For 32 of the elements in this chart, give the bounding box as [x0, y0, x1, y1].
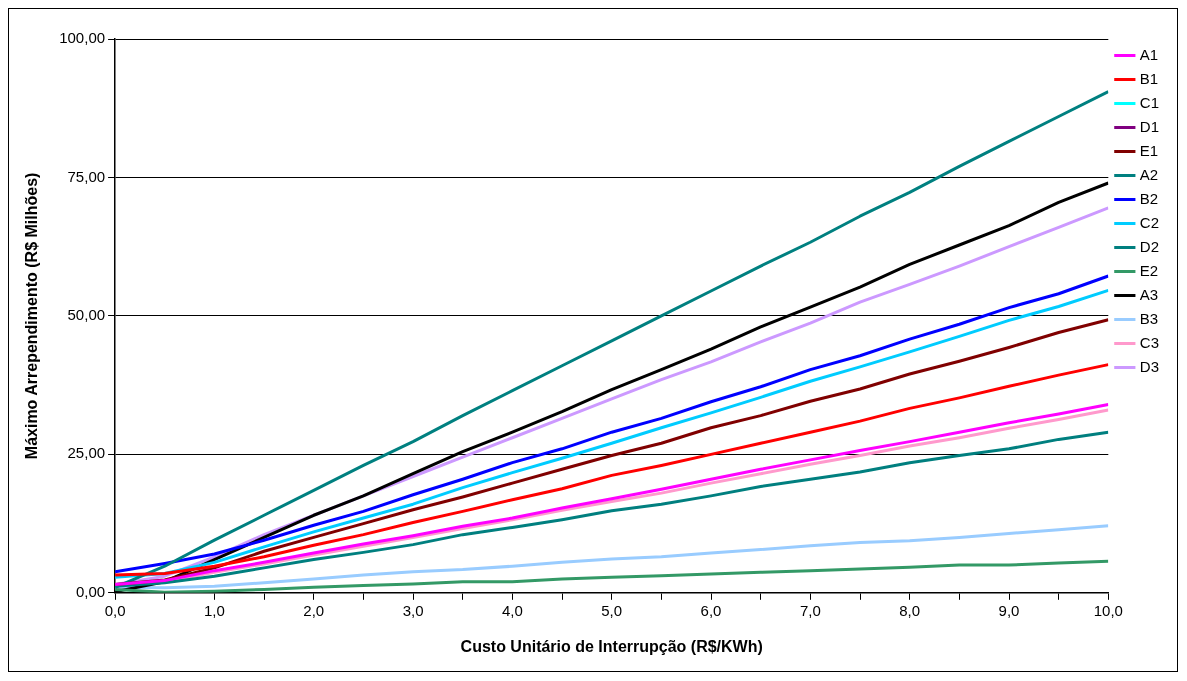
y-tick-label: 25,00 — [67, 444, 106, 462]
legend-label: A2 — [1139, 165, 1159, 183]
x-tick-label: 5,0 — [601, 601, 623, 619]
legend-label: D1 — [1139, 117, 1160, 135]
legend-label: E2 — [1139, 261, 1159, 279]
legend-label: D3 — [1139, 357, 1160, 375]
x-tick-label: 0,0 — [104, 601, 126, 619]
x-tick-label: 9,0 — [998, 601, 1020, 619]
legend-label: C3 — [1139, 333, 1160, 351]
x-tick-label: 7,0 — [799, 601, 821, 619]
y-axis-title: Máximo Arrependimento (R$ Milhões) — [23, 172, 41, 460]
legend-label: D2 — [1139, 237, 1160, 255]
x-tick-label: 6,0 — [700, 601, 722, 619]
legend-label: B1 — [1139, 69, 1159, 87]
legend-label: B2 — [1139, 189, 1159, 207]
x-tick-label: 8,0 — [899, 601, 921, 619]
legend-label: E1 — [1139, 141, 1159, 159]
legend-label: B3 — [1139, 309, 1159, 327]
legend-label: C1 — [1139, 93, 1160, 111]
x-tick-label: 3,0 — [402, 601, 424, 619]
y-tick-label: 50,00 — [67, 306, 106, 324]
x-tick-label: 10,0 — [1093, 601, 1123, 619]
x-tick-label: 1,0 — [203, 601, 225, 619]
y-tick-label: 0,00 — [75, 582, 106, 600]
legend-label: C2 — [1139, 213, 1160, 231]
x-axis-title: Custo Unitário de Interrupção (R$/KWh) — [460, 637, 763, 655]
y-tick-label: 75,00 — [67, 167, 106, 185]
y-tick-label: 100,00 — [59, 29, 106, 47]
legend-label: A3 — [1139, 285, 1159, 303]
legend-label: A1 — [1139, 45, 1159, 63]
x-tick-label: 2,0 — [303, 601, 325, 619]
x-tick-label: 4,0 — [501, 601, 523, 619]
